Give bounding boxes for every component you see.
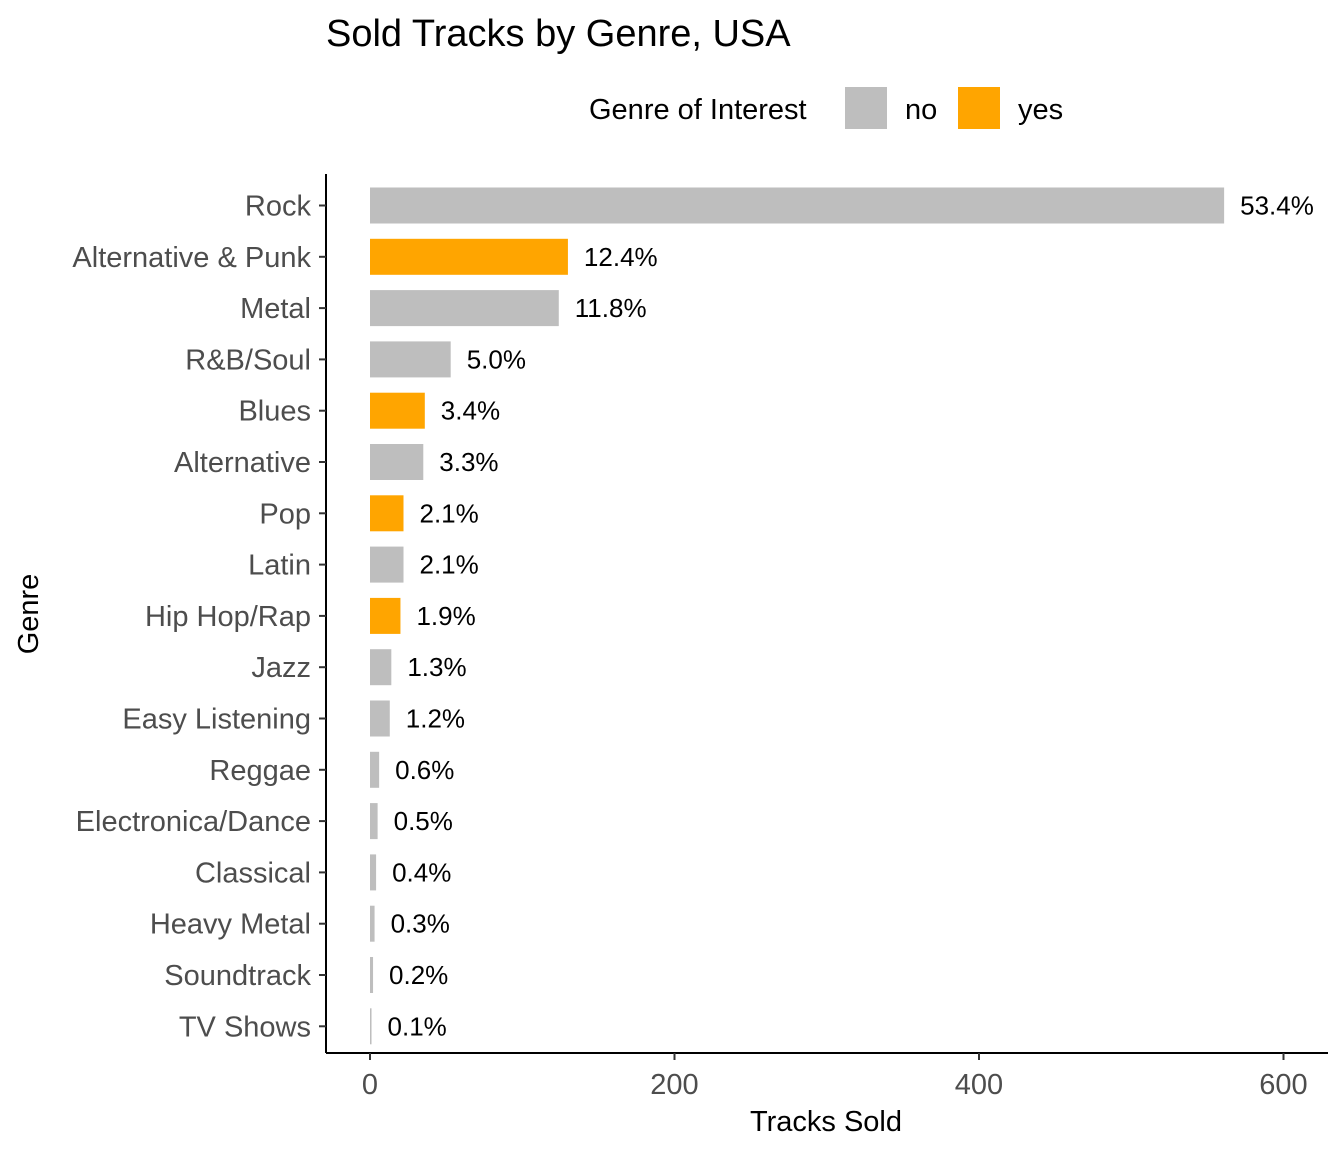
bar (370, 290, 559, 327)
y-axis: Rock Alternative & Punk Metal R&B/Soul Blues… (72, 174, 327, 1053)
legend: Genre of Interest no yes (589, 87, 1063, 129)
bar (370, 1008, 372, 1045)
legend-swatch-no (845, 87, 887, 129)
y-tick-label: Heavy Metal (150, 909, 311, 941)
bar-value-label: 11.8% (575, 293, 647, 323)
bar-value-label: 2.1% (419, 550, 478, 580)
y-tick-label: Jazz (251, 652, 311, 684)
bar (370, 238, 568, 275)
bar-value-label: 0.1% (388, 1011, 447, 1041)
bar (370, 751, 380, 788)
y-tick-label: Metal (240, 293, 311, 325)
bar (370, 495, 404, 532)
bar-value-label: 5.0% (467, 344, 526, 374)
y-tick-label: Rock (245, 191, 312, 223)
bar (370, 649, 392, 686)
bar (370, 392, 425, 429)
x-tick-label: 400 (955, 1069, 1003, 1101)
x-tick-label: 0 (362, 1069, 378, 1101)
bar-value-label: 1.3% (407, 652, 466, 682)
y-tick-label: Classical (195, 857, 311, 889)
y-tick-label: Reggae (209, 755, 311, 787)
y-tick-label: Alternative & Punk (72, 242, 311, 274)
bar-value-label: 12.4% (584, 242, 658, 272)
y-tick-label: Electronica/Dance (76, 806, 311, 838)
bar (370, 905, 375, 942)
bar-value-label: 3.4% (441, 396, 500, 426)
y-tick-label: Alternative (174, 447, 311, 479)
bar-labels-group: 53.4% 12.4% 11.8% 5.0% 3.4% 3.3% 2.1% 2.1% 1.9% 1… (388, 191, 1314, 1042)
x-axis-title: Tracks Sold (750, 1106, 902, 1138)
legend-label-yes: yes (1018, 94, 1063, 126)
y-tick-label: Latin (248, 550, 311, 582)
chart-title: Sold Tracks by Genre, USA (326, 13, 791, 55)
bar (370, 546, 404, 583)
x-tick-label: 200 (650, 1069, 698, 1101)
bar-value-label: 0.3% (391, 909, 450, 939)
x-axis: 0 200 400 600 (326, 1052, 1328, 1101)
legend-swatch-yes (958, 87, 1000, 129)
y-tick-label: Easy Listening (122, 704, 311, 736)
bar-value-label: 53.4% (1240, 191, 1314, 221)
legend-title: Genre of Interest (589, 94, 807, 126)
bar (370, 187, 1225, 224)
y-tick-label: Soundtrack (164, 960, 311, 992)
bar (370, 444, 424, 480)
bar-value-label: 1.9% (416, 601, 475, 631)
bar-value-label: 2.1% (419, 498, 478, 528)
y-tick-label: TV Shows (179, 1011, 311, 1043)
y-tick-label: Blues (238, 396, 311, 428)
y-tick-label: Hip Hop/Rap (145, 601, 311, 633)
bar-value-label: 0.4% (392, 857, 451, 887)
bars-group (370, 187, 1225, 1045)
bar (370, 597, 401, 634)
bar (370, 700, 390, 737)
bar (370, 854, 377, 891)
bar-value-label: 3.3% (439, 447, 498, 477)
y-tick-label: Pop (259, 498, 311, 530)
bar (370, 803, 378, 840)
y-axis-title: Genre (13, 574, 45, 655)
bar (370, 341, 451, 378)
x-tick-label: 600 (1259, 1069, 1307, 1101)
bar-value-label: 0.2% (389, 960, 448, 990)
bar (370, 957, 374, 993)
legend-label-no: no (905, 94, 937, 126)
bar-value-label: 0.5% (394, 806, 453, 836)
bar-value-label: 1.2% (406, 704, 465, 734)
y-tick-label: R&B/Soul (185, 344, 311, 376)
bar-value-label: 0.6% (395, 755, 454, 785)
